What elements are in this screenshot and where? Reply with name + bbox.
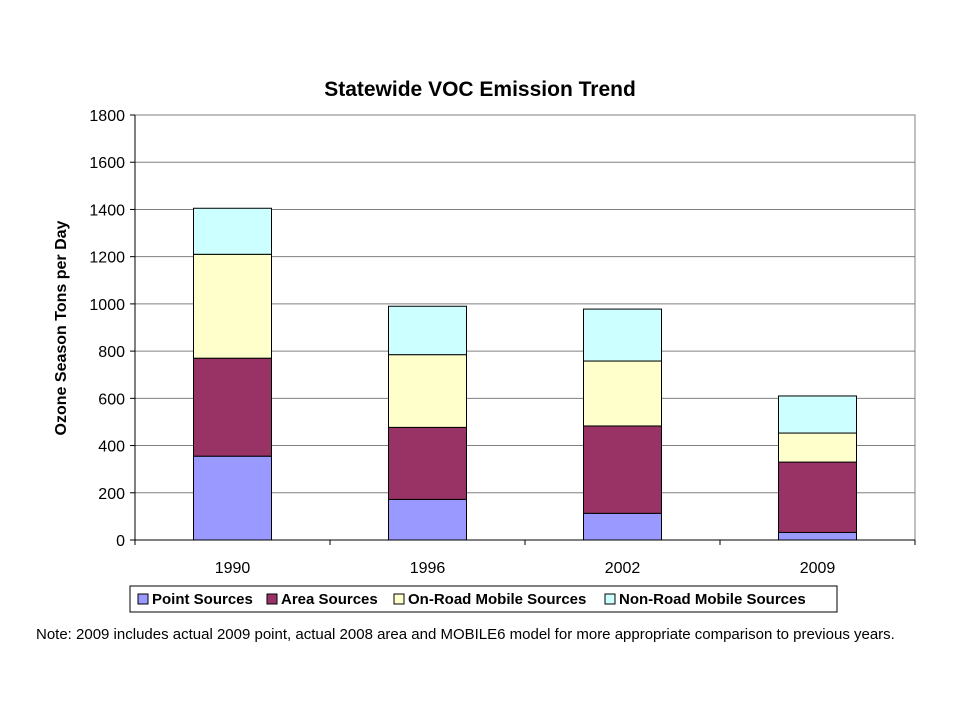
legend-box (129, 585, 838, 613)
bar-segment-non-road-mobile-sources-2009 (778, 395, 857, 434)
legend-label: Non-Road Mobile Sources (619, 591, 806, 608)
legend: Point Sources Area Sources On-Road Mobile … (129, 585, 838, 613)
legend-label: On-Road Mobile Sources (408, 591, 586, 608)
x-tick-label: 1990 (215, 560, 251, 577)
x-tick-label: 2002 (605, 560, 641, 577)
x-tick-label: 1996 (410, 560, 446, 577)
footnote: Note: 2009 includes actual 2009 point, a… (36, 626, 895, 643)
y-tick-label: 1200 (89, 250, 125, 267)
bar-segment-point-sources-1990 (193, 455, 272, 541)
y-tick-label: 1800 (89, 108, 125, 125)
x-tick-label: 2009 (800, 560, 836, 577)
y-tick-label: 1600 (89, 155, 125, 172)
y-tick-label: 200 (98, 486, 125, 503)
bar-segment-on-road-mobile-sources-2002 (583, 360, 662, 427)
legend-label: Point Sources (152, 591, 253, 608)
bar-segment-on-road-mobile-sources-2009 (778, 432, 857, 463)
y-tick-label: 0 (116, 533, 125, 550)
bar-segment-point-sources-2009 (778, 531, 857, 541)
bar-segment-point-sources-1996 (388, 498, 467, 541)
bar-segment-area-sources-2009 (778, 461, 857, 533)
legend-swatch (266, 593, 278, 605)
bar-segment-area-sources-1996 (388, 426, 467, 500)
legend-swatch (604, 593, 616, 605)
bar-segment-area-sources-2002 (583, 425, 662, 514)
bar-segment-area-sources-1990 (193, 357, 272, 457)
bar-segment-point-sources-2002 (583, 512, 662, 541)
y-tick-label: 800 (98, 344, 125, 361)
bar-segment-on-road-mobile-sources-1990 (193, 253, 272, 359)
bar-segment-non-road-mobile-sources-1996 (388, 305, 467, 356)
y-tick-label: 1400 (89, 202, 125, 219)
legend-swatch (137, 593, 149, 605)
bar-segment-on-road-mobile-sources-1996 (388, 354, 467, 428)
chart-title: Statewide VOC Emission Trend (324, 78, 636, 101)
legend-label: Area Sources (281, 591, 378, 608)
bars (193, 207, 857, 541)
y-tick-label: 600 (98, 391, 125, 408)
bar-segment-non-road-mobile-sources-1990 (193, 207, 272, 255)
axes: 0 200 400 600 800 1000 1200 1400 1600 1800 1990 199… (89, 108, 916, 577)
y-tick-label: 1000 (89, 297, 125, 314)
legend-swatch (393, 593, 405, 605)
bar-segment-non-road-mobile-sources-2002 (583, 308, 662, 362)
y-axis-label: Ozone Season Tons per Day (53, 220, 70, 435)
y-tick-label: 400 (98, 439, 125, 456)
